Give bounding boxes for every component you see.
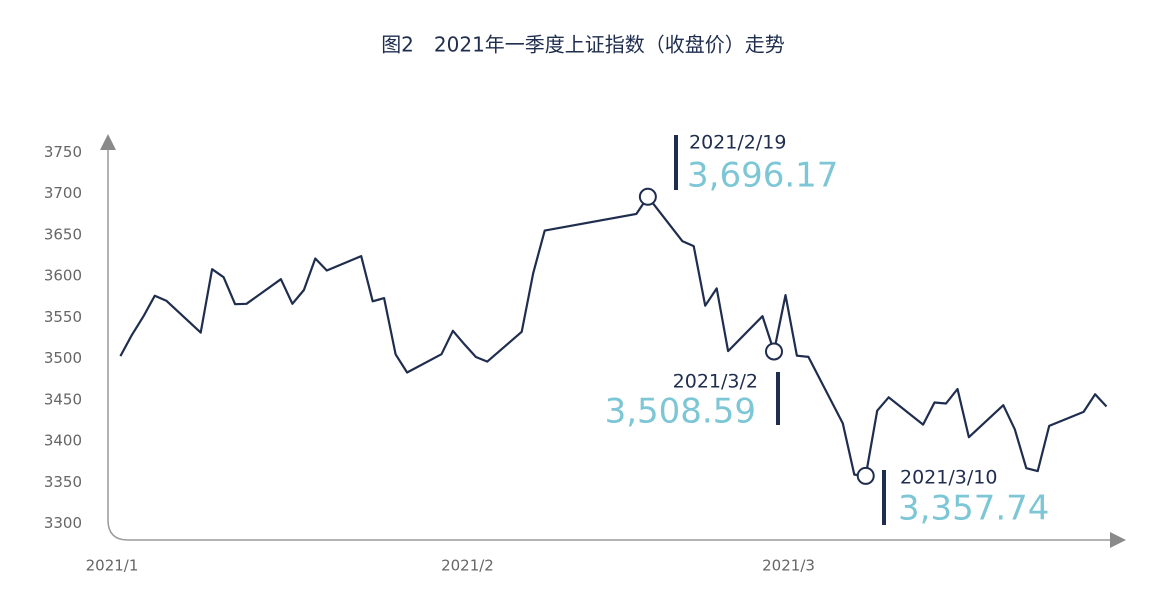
annotation-value: 3,508.59 [605, 392, 756, 432]
annotation-bar [882, 470, 886, 525]
annotation-value: 3,357.74 [898, 489, 1049, 529]
y-tick-label: 3350 [44, 473, 82, 491]
y-tick-label: 3550 [44, 308, 82, 326]
highlight-point [638, 187, 657, 206]
y-tick-label: 3700 [44, 184, 82, 202]
highlight-point [765, 342, 783, 361]
annotation-value: 3,696.17 [687, 156, 838, 196]
x-tick-label: 2021/3 [762, 557, 815, 575]
y-tick-label: 3300 [44, 514, 82, 532]
x-tick-label: 2021/1 [86, 557, 139, 575]
x-axis-arrow [1110, 532, 1126, 548]
highlight-point [856, 466, 875, 485]
y-tick-label: 3500 [44, 349, 82, 367]
x-tick-label: 2021/2 [441, 557, 494, 575]
y-axis-arrow [100, 134, 116, 150]
chart-title: 图2 2021年一季度上证指数（收盘价）走势 [381, 33, 785, 57]
annotation-bar [674, 135, 678, 190]
y-tick-label: 3400 [44, 432, 82, 450]
annotation-date: 2021/2/19 [689, 132, 786, 154]
annotation-date: 2021/3/10 [900, 467, 997, 489]
y-tick-label: 3600 [44, 267, 82, 285]
annotation-bar [776, 372, 780, 425]
axis-line [107, 146, 1116, 541]
y-tick-label: 3450 [44, 390, 82, 408]
y-tick-label: 3750 [44, 143, 82, 161]
line-series [119, 195, 1108, 477]
annotation-date: 2021/3/2 [673, 371, 758, 393]
y-tick-label: 3650 [44, 225, 82, 243]
axes [107, 146, 1116, 541]
